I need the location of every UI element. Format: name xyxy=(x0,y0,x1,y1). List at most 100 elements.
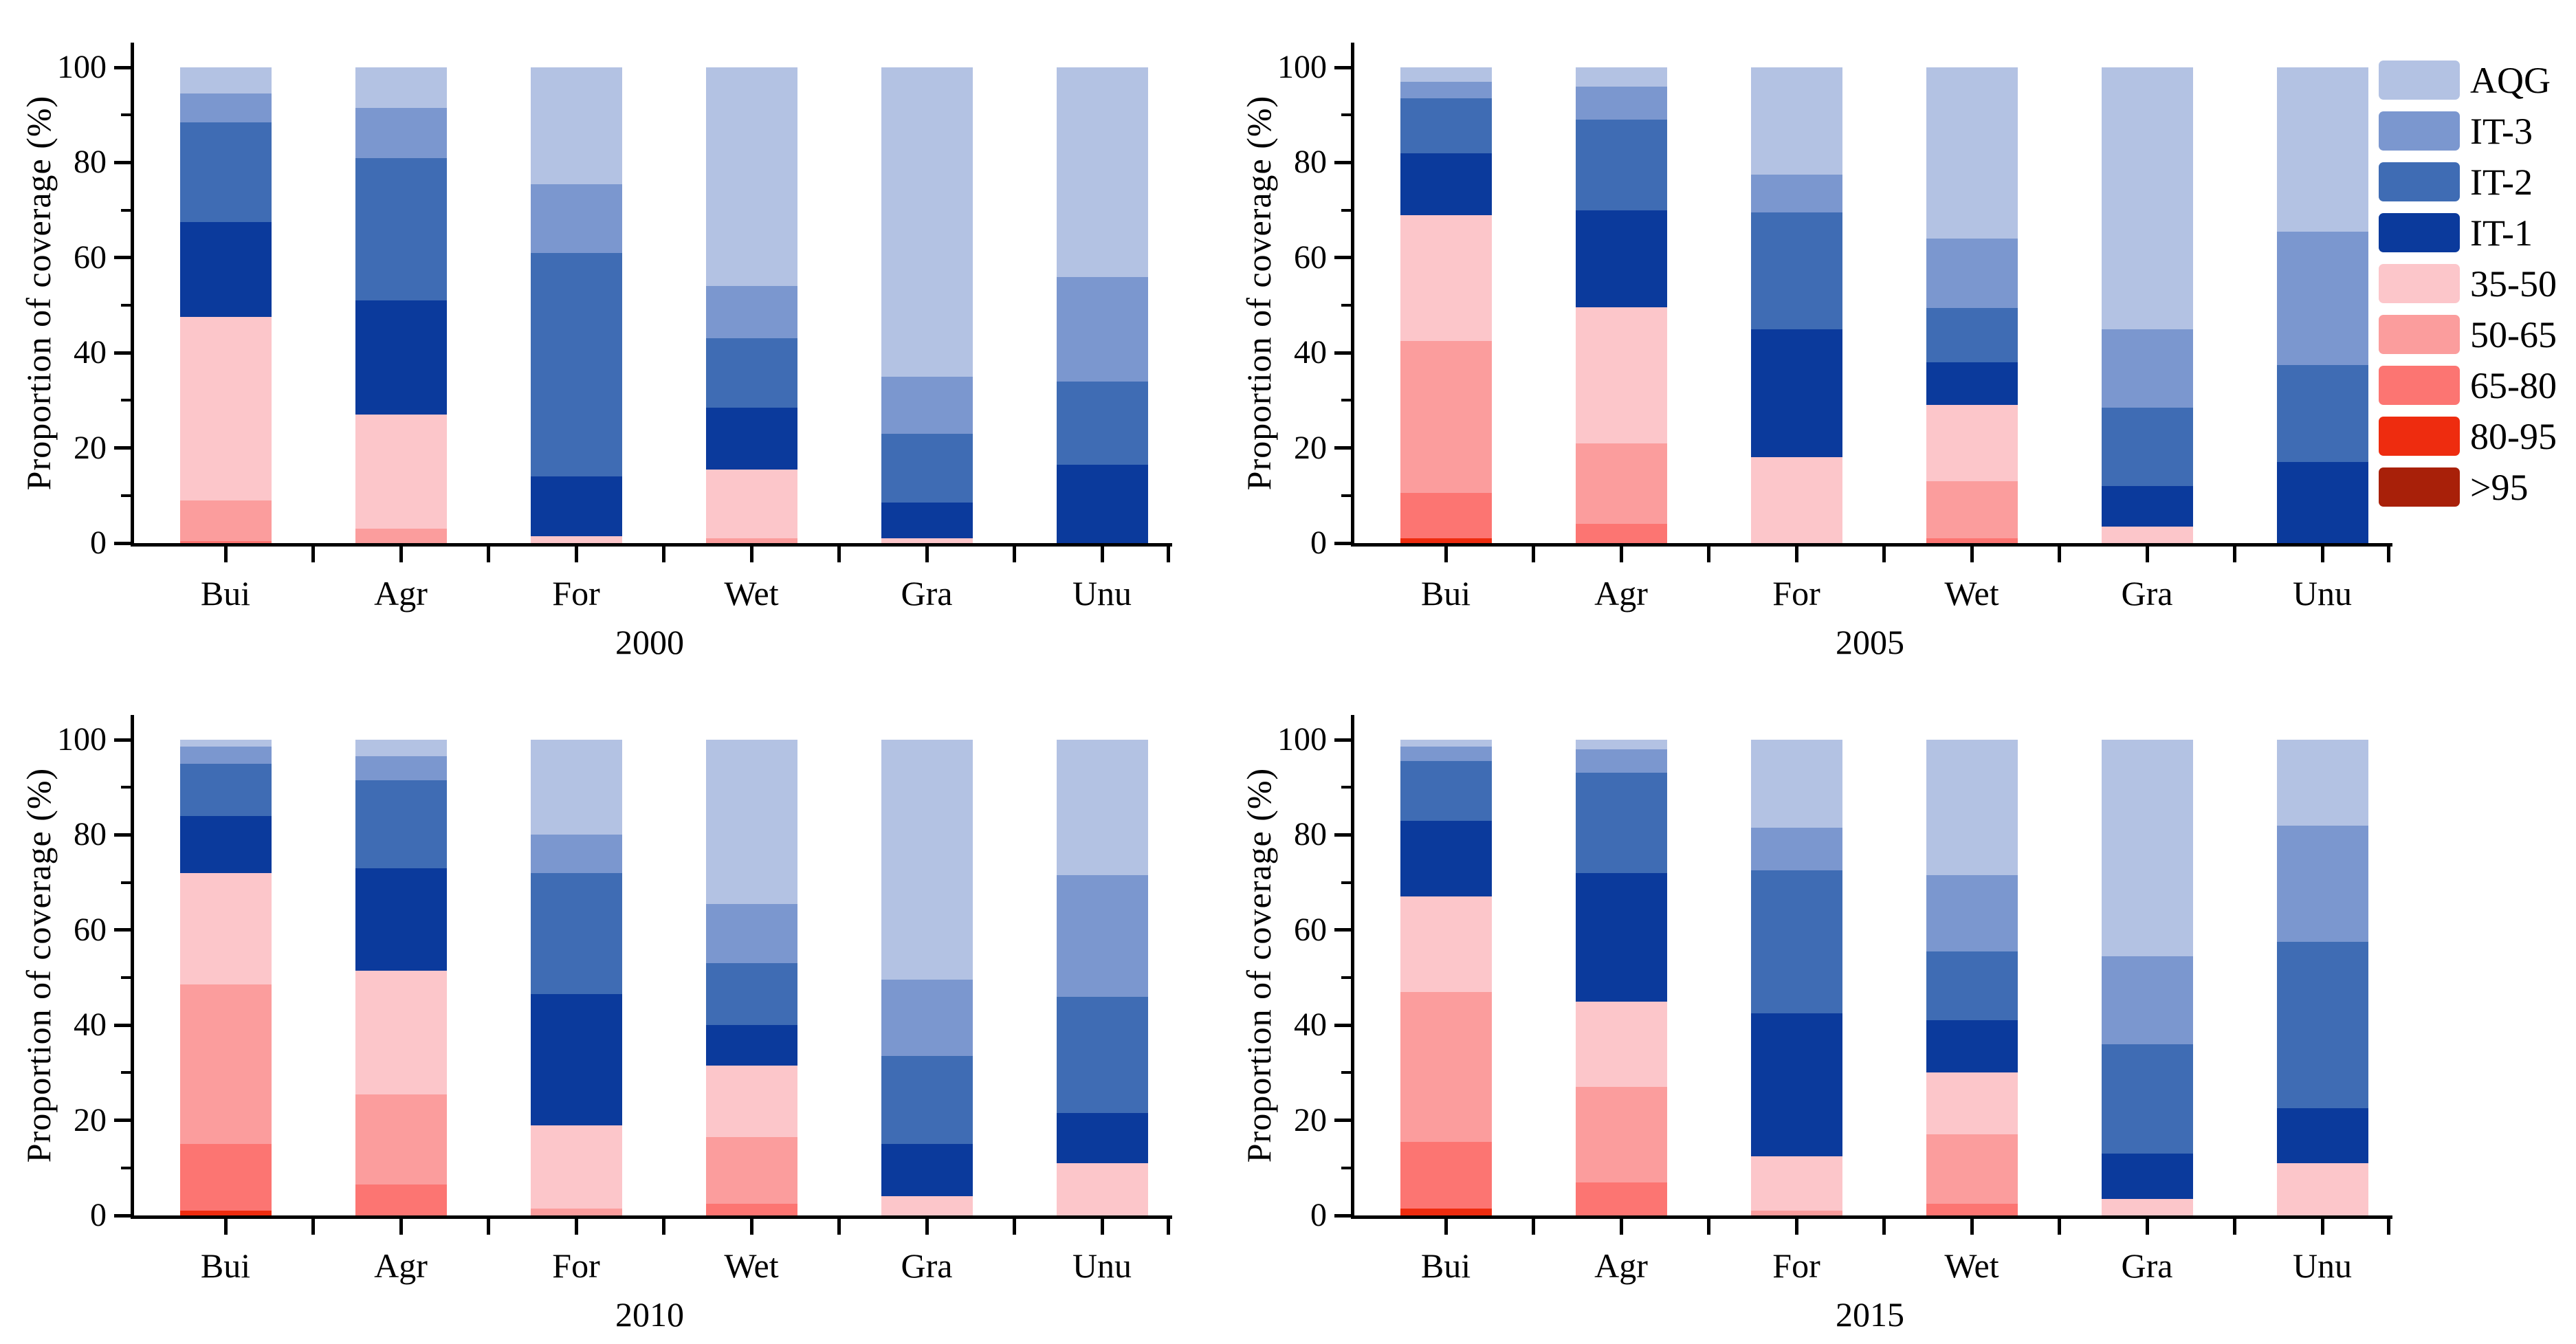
bar-segment-IT-2 xyxy=(1400,761,1492,821)
x-boundary-tick-4 xyxy=(837,1216,841,1235)
x-category-label-Bui: Bui xyxy=(200,1246,251,1285)
bar-segment-IT-1 xyxy=(530,476,622,536)
y-tick-0 xyxy=(1334,541,1351,545)
bar-segment-35-50 xyxy=(705,469,797,539)
bar-Bui xyxy=(179,67,272,543)
x-tick-For xyxy=(574,544,578,562)
bar-segment-AQG xyxy=(1926,67,2018,239)
bar-segment-35-50 xyxy=(1575,1001,1667,1088)
bar-segment-IT-2 xyxy=(355,157,447,301)
bar-segment-AQG xyxy=(1056,67,1148,277)
bar-segment-AQG xyxy=(1750,67,1842,175)
legend-swatch-80-95 xyxy=(2379,417,2460,456)
y-tick-100 xyxy=(1334,738,1351,742)
bar-segment-IT-2 xyxy=(179,763,272,816)
y-minor-tick-30 xyxy=(1341,399,1351,402)
legend-swatch-IT-3 xyxy=(2379,111,2460,151)
bar-Agr xyxy=(355,740,447,1215)
x-boundary-tick-3 xyxy=(1882,544,1886,562)
x-category-label-Gra: Gra xyxy=(2121,1246,2173,1285)
bar-segment-35-50 xyxy=(1750,1156,1842,1211)
y-tick-label-0: 0 xyxy=(1310,525,1327,561)
bar-segment-IT-1 xyxy=(881,1144,973,1197)
bar-segment-IT-1 xyxy=(179,221,272,318)
x-boundary-tick-2 xyxy=(487,1216,490,1235)
x-boundary-tick-5 xyxy=(2233,544,2236,562)
y-minor-tick-50 xyxy=(121,304,131,307)
bar-segment-80-95 xyxy=(1400,1208,1492,1215)
y-tick-20 xyxy=(1334,1119,1351,1123)
bar-Bui xyxy=(1400,67,1492,543)
bar-Gra xyxy=(881,740,973,1215)
x-tick-Gra xyxy=(2145,1216,2149,1235)
bar-segment-AQG xyxy=(2101,67,2193,329)
bar-segment-IT-2 xyxy=(705,963,797,1026)
x-category-label-Gra: Gra xyxy=(901,574,953,613)
bar-segment-35-50 xyxy=(179,317,272,500)
legend-swatch->95 xyxy=(2379,467,2460,507)
bar-segment-65-80 xyxy=(355,1185,447,1215)
bar-segment-65-80 xyxy=(179,1144,272,1211)
bar-segment-AQG xyxy=(1575,67,1667,87)
y-tick-60 xyxy=(1334,256,1351,260)
legend-label-50-65: 50-65 xyxy=(2470,313,2557,355)
y-tick-20 xyxy=(114,446,131,450)
y-tick-0 xyxy=(1334,1213,1351,1218)
bar-segment-IT-1 xyxy=(705,407,797,470)
x-category-label-Gra: Gra xyxy=(2121,574,2173,613)
bar-segment-35-50 xyxy=(2101,1198,2193,1215)
plot-area-2000: 0 20 40 60 80 100 Bui Agr For Wet Gra Unu xyxy=(57,43,1172,613)
bar-segment-IT-3 xyxy=(355,756,447,780)
x-boundary-tick-1 xyxy=(311,1216,315,1235)
x-category-label-For: For xyxy=(552,574,600,613)
y-minor-tick-30 xyxy=(121,1071,131,1075)
bar-segment-35-50 xyxy=(530,1125,622,1209)
x-tick-Agr xyxy=(1619,544,1623,562)
y-minor-tick-70 xyxy=(1341,208,1351,212)
x-boundary-tick-2 xyxy=(1707,1216,1710,1235)
bar-segment-35-50 xyxy=(179,872,272,985)
bar-segment-50-65 xyxy=(1575,1087,1667,1182)
bar-Unu xyxy=(2276,740,2368,1215)
bar-segment-65-80 xyxy=(1575,1182,1667,1215)
x-tick-For xyxy=(1794,544,1798,562)
bar-segment-AQG xyxy=(2276,67,2368,232)
bar-segment-AQG xyxy=(179,740,272,747)
y-tick-label-40: 40 xyxy=(1294,1006,1327,1044)
bar-segment-IT-2 xyxy=(179,122,272,222)
bar-segment-65-80 xyxy=(705,1203,797,1215)
legend-item->95: >95 xyxy=(2379,467,2557,507)
bar-segment-IT-1 xyxy=(1926,1020,2018,1073)
x-category-label-Agr: Agr xyxy=(374,1246,428,1285)
bar-segment-IT-2 xyxy=(705,338,797,408)
bar-segment-AQG xyxy=(705,740,797,904)
bar-segment-AQG xyxy=(1056,740,1148,876)
y-minor-tick-10 xyxy=(121,1166,131,1169)
bar-segment-35-50 xyxy=(1400,896,1492,992)
bar-segment-IT-2 xyxy=(1750,870,1842,1013)
legend-label-IT-1: IT-1 xyxy=(2470,212,2533,254)
bar-segment-50-65 xyxy=(179,500,272,541)
x-tick-Gra xyxy=(2145,544,2149,562)
y-tick-label-40: 40 xyxy=(74,334,107,371)
bar-segment-50-65 xyxy=(355,1094,447,1185)
legend-swatch-AQG xyxy=(2379,60,2460,100)
bar-segment-65-80 xyxy=(1400,493,1492,539)
y-tick-label-80: 80 xyxy=(74,816,107,853)
bar-segment-AQG xyxy=(2276,740,2368,826)
bar-segment-IT-2 xyxy=(1575,120,1667,210)
bar-Wet xyxy=(705,67,797,543)
legend-label-65-80: 65-80 xyxy=(2470,364,2557,406)
bar-segment-AQG xyxy=(1926,740,2018,876)
bar-segment-IT-3 xyxy=(2101,329,2193,408)
bar-segment-IT-2 xyxy=(2101,1044,2193,1154)
y-minor-tick-50 xyxy=(1341,976,1351,979)
bar-segment-IT-1 xyxy=(179,815,272,873)
bar-segment-IT-3 xyxy=(2276,825,2368,943)
bar-Bui xyxy=(1400,740,1492,1215)
bar-segment-IT-1 xyxy=(1926,362,2018,406)
x-tick-Agr xyxy=(399,1216,403,1235)
x-category-label-For: For xyxy=(552,1246,600,1285)
bar-segment-IT-2 xyxy=(1400,98,1492,153)
bar-segment-50-65 xyxy=(705,1136,797,1204)
